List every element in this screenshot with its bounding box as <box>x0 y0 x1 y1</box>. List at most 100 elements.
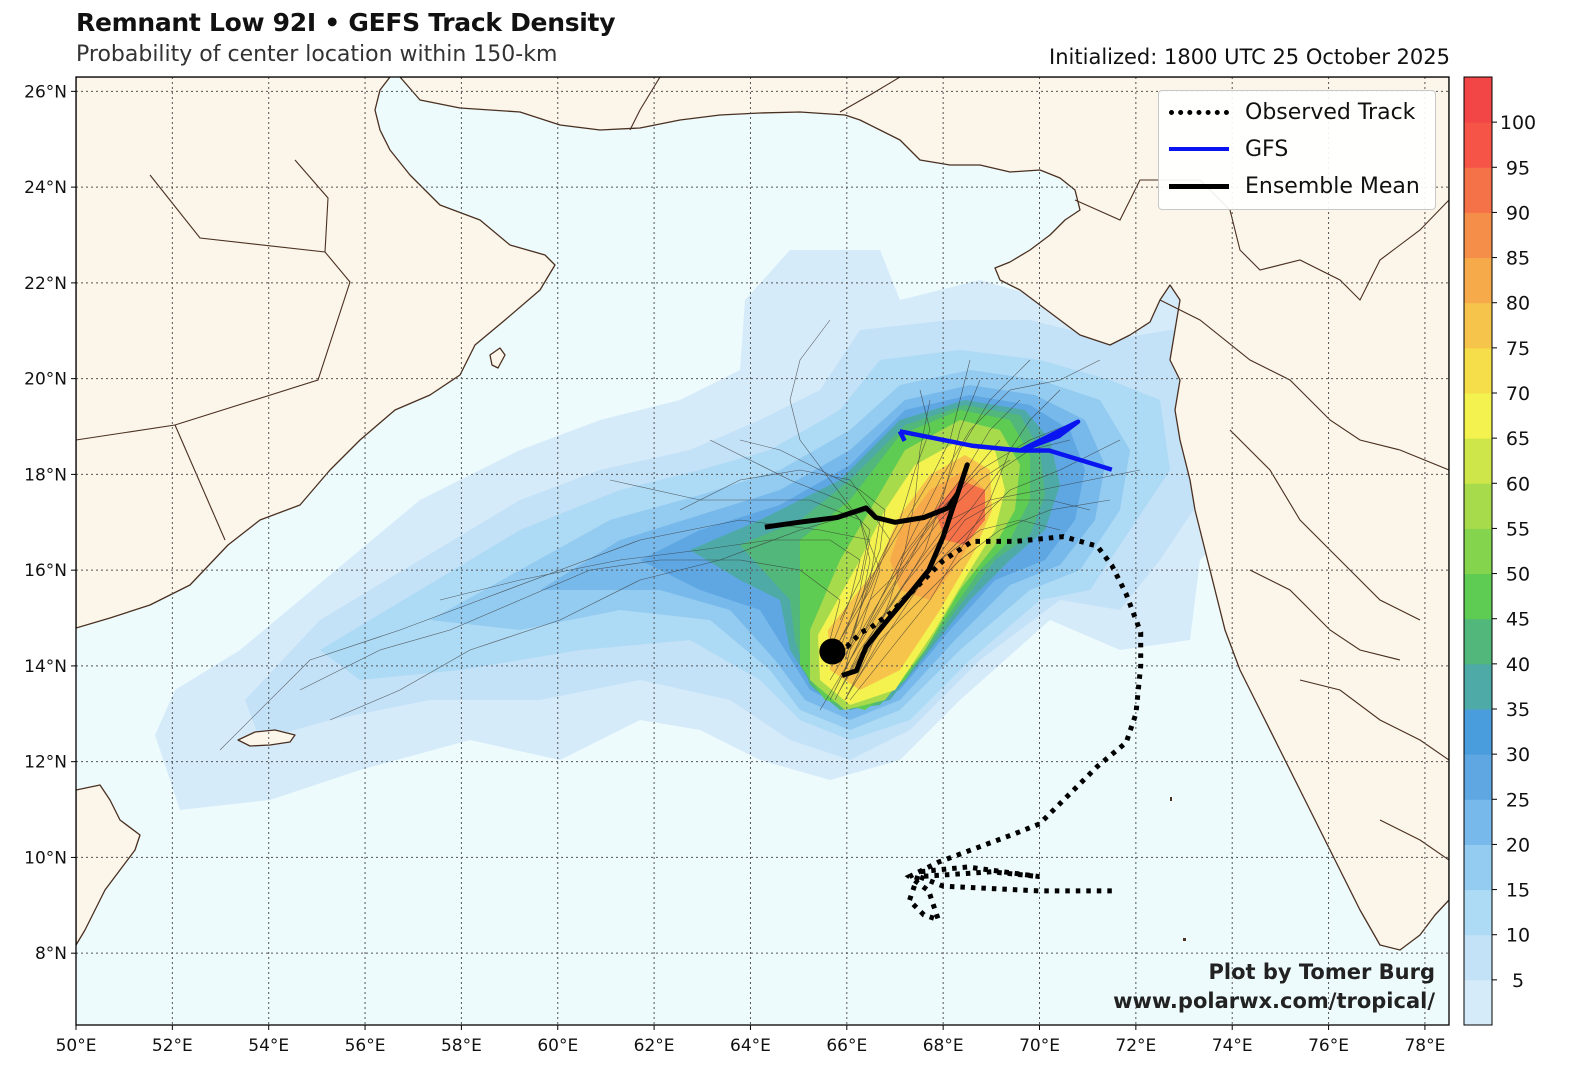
lon-tick-label: 52°E <box>152 1036 193 1056</box>
colorbar-segment <box>1464 663 1492 710</box>
lon-tick-label: 54°E <box>248 1036 289 1056</box>
colorbar-label: 25 <box>1506 789 1530 811</box>
land-socotra <box>237 729 296 747</box>
lon-tick-label: 66°E <box>826 1036 867 1056</box>
credit-url[interactable]: www.polarwx.com/tropical/ <box>1113 989 1435 1013</box>
credit-author: Plot by Tomer Burg <box>1208 960 1436 984</box>
lakshadweep-islands <box>1170 797 1186 941</box>
colorbar-label: 10 <box>1506 925 1530 947</box>
legend-label-ensemble-mean: Ensemble Mean <box>1245 173 1420 199</box>
latitude-tick-labels: 8°N 10°N 12°N 14°N 16°N 18°N 20°N 22°N 24°N 26°N <box>24 82 76 964</box>
colorbar-label: 95 <box>1506 157 1530 179</box>
lon-tick-label: 58°E <box>441 1036 482 1056</box>
lat-tick-label: 12°N <box>24 753 67 773</box>
colorbar-label: 20 <box>1506 834 1530 856</box>
ensemble-mean-track <box>764 462 970 678</box>
lat-tick-label: 8°N <box>35 944 67 964</box>
colorbar: 5 10 15 20 25 30 35 40 45 50 55 60 65 70 75 80 85 90 95 100 <box>1463 76 1536 1026</box>
legend: Observed Track GFS Ensemble Mean <box>1158 90 1436 210</box>
colorbar-label: 30 <box>1506 744 1530 766</box>
lon-tick-label: 50°E <box>56 1036 97 1056</box>
colorbar-segment <box>1464 844 1492 891</box>
colorbar-label: 70 <box>1506 383 1530 405</box>
lon-tick-label: 76°E <box>1308 1036 1349 1056</box>
lat-tick-label: 18°N <box>24 465 67 485</box>
legend-label-gfs: GFS <box>1245 136 1289 162</box>
lon-tick-label: 64°E <box>730 1036 771 1056</box>
longitude-tick-labels: 50°E 52°E 54°E 56°E 58°E 60°E 62°E 64°E 66°E 68°E… <box>56 1025 1445 1056</box>
legend-swatch-observed <box>1169 109 1229 115</box>
colorbar-frame <box>1463 76 1493 1026</box>
colorbar-segment <box>1464 302 1492 349</box>
lon-tick-label: 56°E <box>345 1036 386 1056</box>
colorbar-segment <box>1464 77 1492 123</box>
gridlines <box>76 77 1449 1025</box>
lat-tick-label: 24°N <box>24 178 67 198</box>
initialization-time: Initialized: 1800 UTC 25 October 2025 <box>1049 45 1450 69</box>
lon-tick-label: 78°E <box>1404 1036 1445 1056</box>
colorbar-label: 55 <box>1506 518 1530 540</box>
initial-position-marker <box>819 638 846 665</box>
colorbar-label: 5 <box>1512 970 1524 992</box>
legend-item-observed: Observed Track <box>1169 97 1415 127</box>
lon-tick-label: 72°E <box>1115 1036 1156 1056</box>
ensemble-member-tracks <box>219 319 1141 751</box>
colorbar-label: 35 <box>1506 699 1530 721</box>
colorbar-label: 75 <box>1506 338 1530 360</box>
colorbar-segment <box>1464 122 1492 168</box>
colorbar-label: 65 <box>1506 428 1530 450</box>
legend-swatch-ensemble-mean <box>1169 183 1229 189</box>
colorbar-segment <box>1464 393 1492 439</box>
legend-label-observed: Observed Track <box>1245 99 1416 125</box>
lat-tick-label: 20°N <box>24 370 67 390</box>
lon-tick-label: 62°E <box>634 1036 675 1056</box>
colorbar-label: 85 <box>1506 248 1530 270</box>
colorbar-label: 45 <box>1506 609 1530 631</box>
colorbar-label: 90 <box>1506 202 1530 224</box>
colorbar-segment <box>1464 212 1492 259</box>
map-frame <box>75 76 1450 1026</box>
colorbar-segment <box>1464 618 1492 665</box>
colorbar-label: 100 <box>1500 112 1536 134</box>
colorbar-segment <box>1464 167 1492 213</box>
colorbar-segment <box>1464 483 1492 529</box>
land-somalia <box>76 784 141 946</box>
colorbar-label: 40 <box>1506 654 1530 676</box>
land-iran-pakistan <box>399 77 1449 951</box>
legend-swatch-gfs <box>1169 147 1229 151</box>
lon-tick-label: 68°E <box>923 1036 964 1056</box>
colorbar-segment <box>1464 979 1492 1026</box>
land-masirah <box>489 347 506 369</box>
colorbar-segment <box>1464 438 1492 484</box>
legend-item-gfs: GFS <box>1169 134 1288 164</box>
colorbar-label: 50 <box>1506 564 1530 586</box>
lat-tick-label: 26°N <box>24 82 67 102</box>
colorbar-segment <box>1464 889 1492 936</box>
lon-tick-label: 70°E <box>1019 1036 1060 1056</box>
lat-tick-label: 22°N <box>24 274 67 294</box>
legend-item-ensemble-mean: Ensemble Mean <box>1169 171 1420 201</box>
lat-tick-label: 14°N <box>24 657 67 677</box>
gfs-track <box>899 419 1113 472</box>
lat-tick-label: 10°N <box>24 848 67 868</box>
observed-track <box>831 534 1144 924</box>
lat-tick-label: 16°N <box>24 561 67 581</box>
lon-tick-label: 60°E <box>537 1036 578 1056</box>
colorbar-label: 80 <box>1506 293 1530 315</box>
colorbar-segment <box>1464 799 1492 845</box>
map-title: Remnant Low 92I • GEFS Track Density <box>76 8 616 37</box>
colorbar-label: 60 <box>1506 473 1530 495</box>
colorbar-segment <box>1464 754 1492 800</box>
map-subtitle: Probability of center location within 15… <box>76 42 558 67</box>
lon-tick-label: 74°E <box>1212 1036 1253 1056</box>
colorbar-segment <box>1464 934 1492 981</box>
land-arabia <box>76 77 556 629</box>
land-masses <box>76 77 1449 951</box>
country-borders <box>76 77 1449 861</box>
colorbar-segment <box>1464 257 1492 304</box>
colorbar-segment <box>1464 347 1492 394</box>
colorbar-segment <box>1464 528 1492 575</box>
colorbar-segment <box>1464 573 1492 620</box>
colorbar-label: 15 <box>1506 880 1530 902</box>
